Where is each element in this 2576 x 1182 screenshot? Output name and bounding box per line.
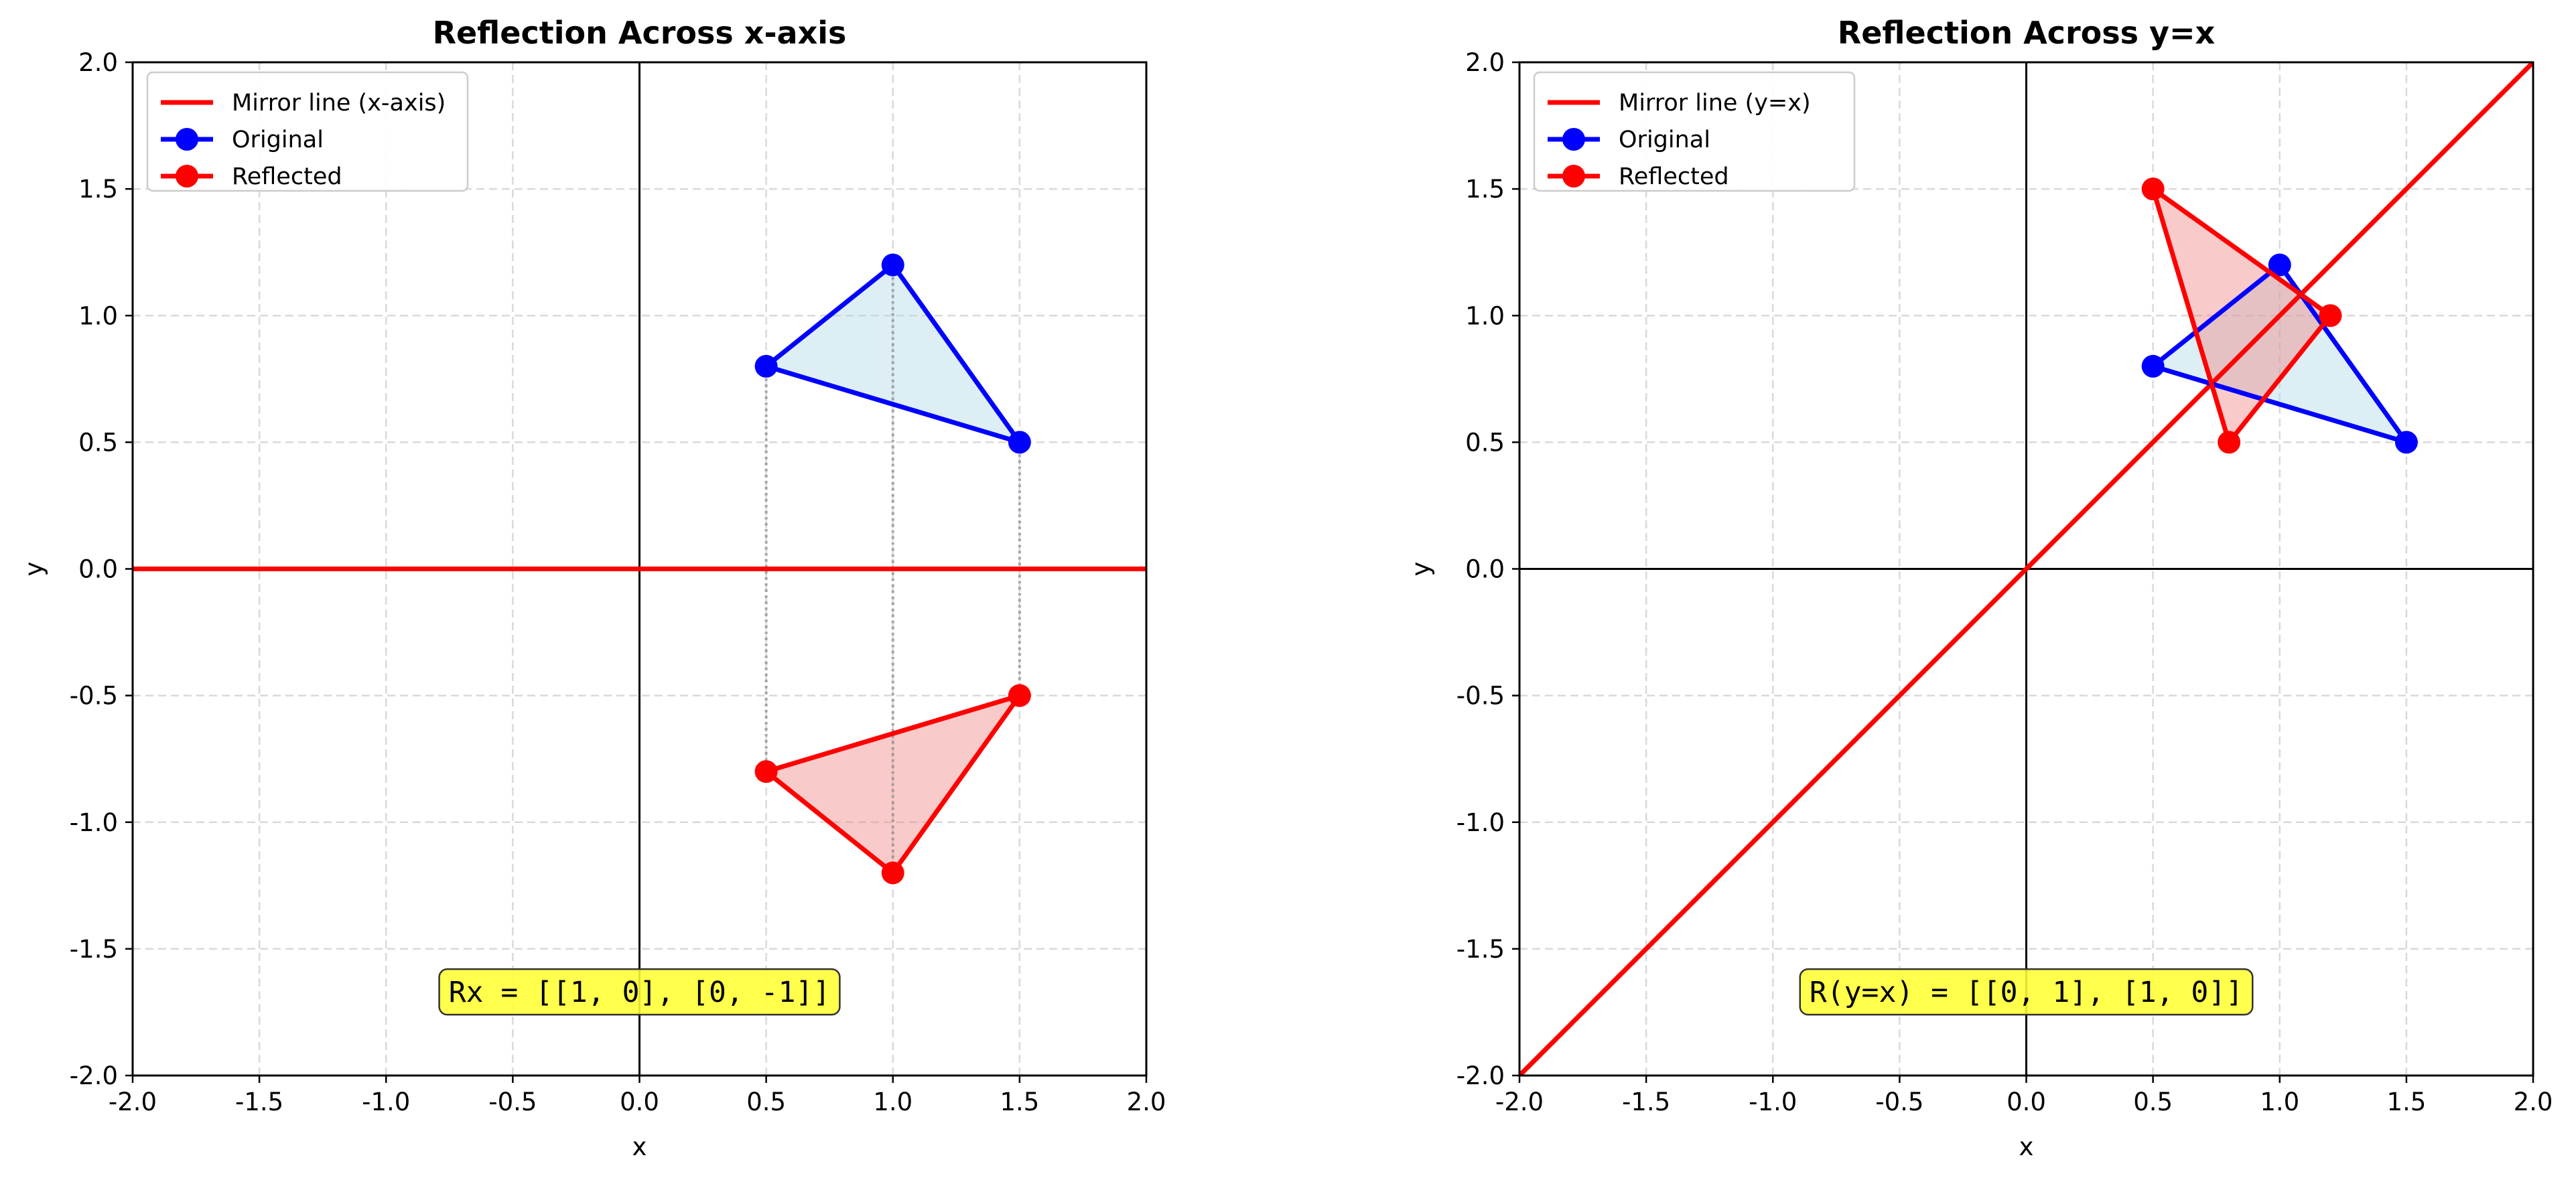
y-axis-label: y — [19, 562, 48, 577]
chart-panel-right: -2.0 -1.5 -1.0 -0.5 0.0 0.5 1.0 1.5 2.0 -2.0 -1.5 -… — [1406, 15, 2553, 1161]
chart-panel-left: -2.0 -1.5 -1.0 -0.5 0.0 0.5 1.0 1.5 2.0 -2.0 -1.5 -… — [19, 15, 1166, 1161]
y-tick-label: 0.5 — [78, 428, 118, 457]
legend: Mirror line (y=x) Original Reflected — [1533, 71, 1856, 192]
y-tick-label: 2.0 — [1465, 48, 1505, 77]
triangle-outline-reflected — [2151, 186, 2333, 445]
chart-title: Reflection Across y=x — [1838, 15, 2215, 51]
y-tick-label: -0.5 — [70, 682, 118, 711]
x-tick-label: 1.5 — [2386, 1088, 2426, 1116]
x-tick-label: -1.0 — [1749, 1088, 1797, 1116]
legend-reflected-marker — [1562, 165, 1585, 188]
legend: Mirror line (x-axis) Original Reflected — [146, 71, 469, 192]
triangle-outline-reflected — [764, 693, 1022, 875]
data-point-original — [2394, 431, 2418, 454]
x-tick-label: -1.5 — [1622, 1088, 1670, 1116]
data-point-original — [2268, 253, 2291, 277]
y-tick-label: -0.5 — [1456, 682, 1505, 711]
legend-box — [1533, 71, 1856, 192]
y-tick-label: 1.0 — [1465, 301, 1505, 330]
x-tick-label: -1.5 — [235, 1088, 283, 1116]
x-tick-label: 0.5 — [2133, 1088, 2173, 1116]
x-tick-label: 0.0 — [2007, 1088, 2046, 1116]
triangle-fill-reflected — [2153, 189, 2331, 443]
legend-reflected-label: Reflected — [1619, 163, 1729, 190]
data-point-reflected — [2141, 177, 2165, 201]
data-point-original — [754, 354, 778, 378]
data-point-reflected — [2218, 431, 2241, 454]
data-point-original — [1008, 431, 1031, 454]
legend-reflected-marker — [176, 165, 198, 188]
legend-reflected-label: Reflected — [232, 163, 342, 190]
y-tick-label: -1.5 — [70, 935, 118, 964]
chart-title: Reflection Across x-axis — [433, 15, 847, 51]
data-point-reflected — [2319, 304, 2342, 327]
x-tick-label: 0.5 — [746, 1088, 786, 1116]
matrix-annotation-box — [438, 968, 841, 1016]
x-tick-label: 0.0 — [620, 1088, 659, 1116]
x-tick-label: 1.0 — [2260, 1088, 2299, 1116]
matrix-annotation: Rx = [[1, 0], [0, -1]] — [438, 968, 841, 1016]
matrix-annotation: R(y=x) = [[0, 1], [1, 0]] — [1799, 968, 2254, 1016]
triangle-fill-original — [2153, 265, 2406, 443]
plot-area — [1519, 62, 2533, 1076]
x-tick-label: -2.0 — [109, 1088, 157, 1116]
x-axis-label: x — [632, 1132, 647, 1161]
x-tick-label: -2.0 — [1495, 1088, 1544, 1116]
x-tick-label: -1.0 — [362, 1088, 410, 1116]
x-axis-label: x — [2019, 1132, 2034, 1161]
y-tick-label: 1.5 — [1465, 175, 1505, 204]
matrix-annotation-text: R(y=x) = [[0, 1], [1, 0]] — [1810, 976, 2243, 1009]
x-tick-label: 1.0 — [873, 1088, 912, 1116]
data-point-original — [881, 253, 904, 277]
y-axis-label: y — [1406, 562, 1435, 577]
y-tick-label: -2.0 — [1456, 1061, 1505, 1090]
x-tick-label: -0.5 — [488, 1088, 537, 1116]
y-tick-label: 1.0 — [78, 301, 118, 330]
matrix-annotation-box — [1799, 968, 2254, 1016]
y-tick-label: 0.0 — [1465, 555, 1505, 584]
y-tick-label: -1.5 — [1456, 935, 1505, 964]
data-point-reflected — [1008, 684, 1031, 707]
y-tick-label: 1.5 — [78, 175, 118, 204]
y-tick-label: 2.0 — [78, 48, 118, 77]
data-point-reflected — [881, 861, 904, 885]
legend-mirror-line-label: Mirror line (x-axis) — [232, 90, 446, 117]
triangle-outline-original — [2151, 263, 2409, 445]
y-tick-label: 0.5 — [1465, 428, 1505, 457]
matrix-annotation-text: Rx = [[1, 0], [0, -1]] — [449, 976, 831, 1009]
mirror-line — [1519, 62, 2533, 1076]
data-point-original — [2141, 354, 2165, 378]
y-tick-label: -2.0 — [70, 1061, 118, 1090]
legend-mirror-line-label: Mirror line (y=x) — [1619, 90, 1811, 117]
x-tick-label: 2.0 — [1127, 1088, 1166, 1116]
legend-original-label: Original — [1619, 127, 1710, 153]
triangle-outline-original — [764, 263, 1022, 445]
legend-box — [146, 71, 469, 192]
data-point-reflected — [754, 760, 778, 784]
y-tick-label: -1.0 — [1456, 808, 1505, 837]
triangle-fill-original — [766, 265, 1020, 443]
legend-original-marker — [176, 128, 198, 151]
y-tick-label: -1.0 — [70, 808, 118, 837]
x-tick-label: -0.5 — [1875, 1088, 1923, 1116]
y-tick-label: 0.0 — [78, 555, 118, 584]
x-tick-label: 2.0 — [2514, 1088, 2553, 1116]
legend-original-label: Original — [232, 127, 324, 153]
plot-area — [133, 253, 1146, 885]
legend-original-marker — [1562, 128, 1585, 151]
x-tick-label: 1.5 — [1000, 1088, 1039, 1116]
